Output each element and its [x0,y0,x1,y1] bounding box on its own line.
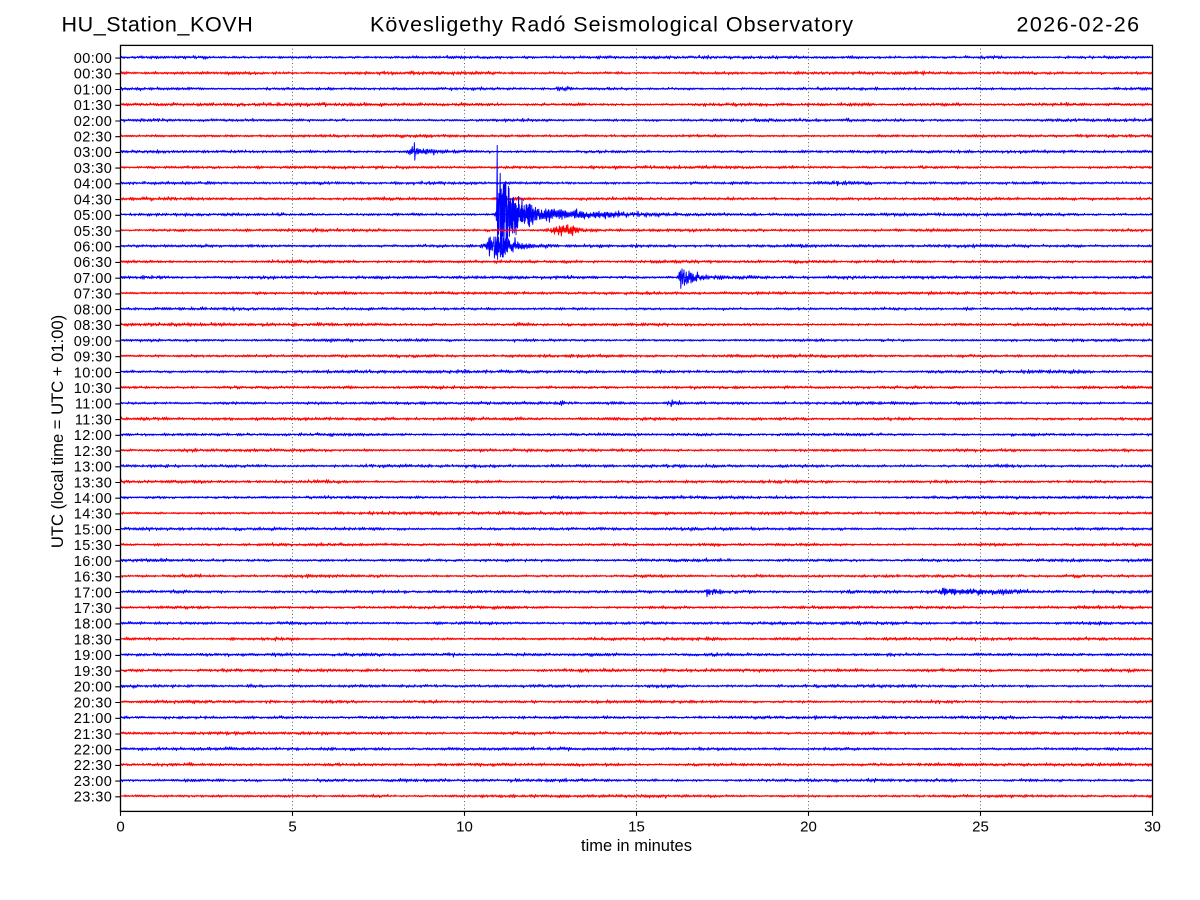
svg-text:12:30: 12:30 [74,444,113,460]
svg-text:13:30: 13:30 [74,475,113,491]
svg-text:HU_Station_KOVH: HU_Station_KOVH [62,13,254,37]
svg-text:13:00: 13:00 [74,460,113,476]
svg-text:08:00: 08:00 [74,302,113,318]
svg-text:03:30: 03:30 [74,161,113,177]
svg-text:16:30: 16:30 [74,570,113,586]
svg-text:03:00: 03:00 [74,145,113,161]
svg-text:08:30: 08:30 [74,318,113,334]
svg-text:07:30: 07:30 [74,287,113,303]
svg-text:21:00: 21:00 [74,711,113,727]
svg-text:0: 0 [116,819,124,836]
svg-text:16:00: 16:00 [74,554,113,570]
svg-text:11:30: 11:30 [75,412,112,428]
svg-text:05:00: 05:00 [74,208,113,224]
svg-text:17:30: 17:30 [74,601,113,617]
svg-text:21:30: 21:30 [74,727,113,743]
svg-text:00:00: 00:00 [74,51,113,67]
svg-text:19:30: 19:30 [74,664,113,680]
svg-text:01:00: 01:00 [74,82,113,98]
svg-text:22:30: 22:30 [74,758,113,774]
svg-text:18:00: 18:00 [74,617,113,633]
svg-text:09:30: 09:30 [74,350,113,366]
svg-text:UTC (local time = UTC + 01:00): UTC (local time = UTC + 01:00) [48,315,67,548]
svg-text:20:00: 20:00 [74,680,113,696]
svg-text:10: 10 [456,819,473,836]
svg-text:04:30: 04:30 [74,192,113,208]
svg-text:14:00: 14:00 [74,491,113,507]
svg-text:10:30: 10:30 [74,381,113,397]
svg-text:15: 15 [628,819,645,836]
svg-text:15:00: 15:00 [74,522,113,538]
svg-text:09:00: 09:00 [74,334,113,350]
svg-text:20: 20 [800,819,817,836]
svg-text:15:30: 15:30 [74,538,113,554]
svg-text:5: 5 [288,819,296,836]
svg-text:10:00: 10:00 [74,365,113,381]
svg-text:14:30: 14:30 [74,507,113,523]
svg-text:2026-02-26: 2026-02-26 [1017,13,1141,37]
svg-text:22:00: 22:00 [74,743,113,759]
svg-text:00:30: 00:30 [74,67,113,83]
svg-text:06:30: 06:30 [74,255,113,271]
svg-text:01:30: 01:30 [74,98,113,114]
svg-text:23:30: 23:30 [74,790,113,806]
svg-text:19:00: 19:00 [74,648,113,664]
svg-text:02:30: 02:30 [74,130,113,146]
svg-text:04:00: 04:00 [74,177,113,193]
svg-text:17:00: 17:00 [74,585,113,601]
svg-text:23:00: 23:00 [74,774,113,790]
svg-text:06:00: 06:00 [74,240,113,256]
svg-text:Kövesligethy Radó Seismologica: Kövesligethy Radó Seismological Observat… [370,13,854,37]
svg-text:02:00: 02:00 [74,114,113,130]
svg-text:05:30: 05:30 [74,224,113,240]
svg-text:30: 30 [1144,819,1161,836]
svg-text:07:00: 07:00 [74,271,113,287]
svg-text:time in minutes: time in minutes [581,837,692,855]
svg-text:12:00: 12:00 [74,428,113,444]
svg-text:18:30: 18:30 [74,633,113,649]
svg-text:20:30: 20:30 [74,695,113,711]
svg-text:25: 25 [972,819,989,836]
svg-text:11:00: 11:00 [75,397,112,413]
